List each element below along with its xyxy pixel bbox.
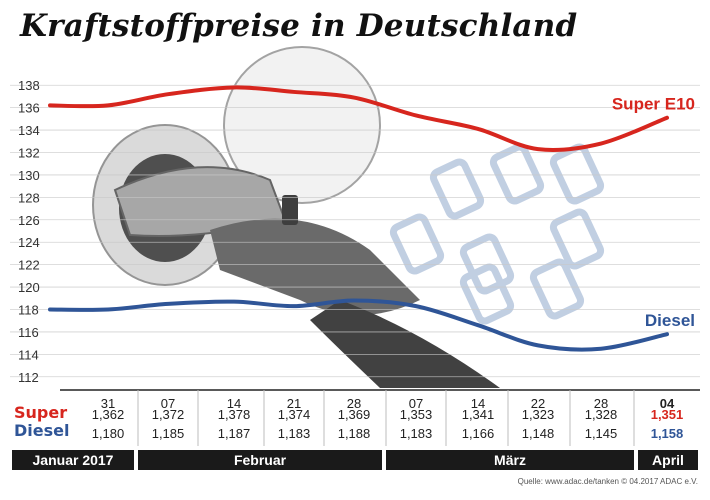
diesel-value-3: 1,183 [277,426,311,441]
super-series-label: Super E10 [612,95,695,114]
super-value-2: 1,378 [217,407,251,422]
chart-title: Kraftstoffpreise in Deutschland [20,8,578,44]
y-tick-label-114: 114 [18,347,39,362]
x-tick-label-4: 28 [347,396,361,411]
nozzle-handle-image [210,218,420,315]
diesel-value-5: 1,183 [399,426,433,441]
hose-image [310,300,500,388]
y-tick-label-118: 118 [18,303,39,318]
diesel-value-7: 1,148 [521,426,555,441]
digit-glyph-3 [389,213,445,275]
digit-glyph-0 [429,158,485,220]
x-tick-label-1: 07 [161,396,175,411]
diesel-value-8: 1,145 [584,426,618,441]
diesel-row-label: Diesel [14,421,70,440]
super-value-8: 1,328 [584,407,618,422]
super-value-4: 1,369 [337,407,371,422]
diesel-value-4: 1,188 [337,426,371,441]
y-tick-label-130: 130 [18,168,40,183]
diesel-value-2: 1,187 [217,426,251,441]
y-tick-label-112: 112 [18,370,39,385]
month-band-februar: Februar [138,450,382,470]
y-tick-label-136: 136 [18,101,40,116]
y-tick-label-138: 138 [18,78,40,93]
x-tick-label-0: 31 [101,396,115,411]
x-tick-label-6: 14 [471,396,485,411]
tank-cap-image [223,46,381,204]
y-tick-label-124: 124 [18,235,40,250]
x-tick-label-3: 21 [287,396,301,411]
y-tick-label-126: 126 [18,213,40,228]
y-tick-label-120: 120 [18,280,40,295]
super-value-3: 1,374 [277,407,311,422]
month-band-april: April [638,450,698,470]
x-tick-label-2: 14 [227,396,241,411]
y-tick-label-128: 128 [18,190,40,205]
source-note: Quelle: www.adac.de/tanken © 04.2017 ADA… [517,477,698,486]
diesel-value-0: 1,180 [91,426,125,441]
digit-display-illustration [389,143,605,325]
digit-glyph-7 [529,258,585,320]
x-tick-label-8: 28 [594,396,608,411]
diesel-value-1: 1,185 [151,426,185,441]
y-tick-label-134: 134 [18,123,40,138]
super-row-label: Super [14,403,68,422]
super-value-0: 1,362 [91,407,125,422]
diesel-series-label: Diesel [645,311,695,330]
x-tick-label-9: 04 [660,396,675,411]
x-tick-label-5: 07 [409,396,423,411]
month-band-januar: Januar 2017 [12,450,134,470]
super-value-5: 1,353 [399,407,433,422]
diesel-value-9: 1,158 [650,426,684,441]
super-value-6: 1,341 [461,407,495,422]
super-value-1: 1,372 [151,407,185,422]
digit-glyph-1 [489,143,545,205]
super-value-7: 1,323 [521,407,555,422]
x-tick-label-7: 22 [531,396,545,411]
y-tick-label-122: 122 [18,258,40,273]
digit-glyph-5 [549,208,605,270]
y-tick-label-132: 132 [18,146,40,161]
fuel-nozzle-illustration [92,46,500,388]
nozzle-tip-image [282,195,298,225]
y-tick-label-116: 116 [18,325,39,340]
super-value-9: 1,351 [650,407,684,422]
diesel-value-6: 1,166 [461,426,495,441]
month-band-maerz: März [386,450,634,470]
digit-glyph-2 [549,143,605,205]
